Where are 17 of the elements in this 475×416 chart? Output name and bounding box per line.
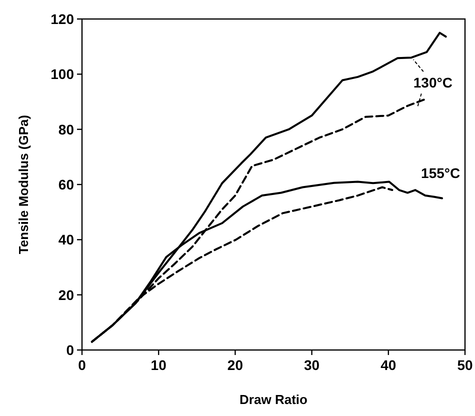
y-axis-title: Tensile Modulus (GPa)	[16, 114, 31, 254]
y-tick-label: 60	[58, 176, 74, 192]
x-tick-label: 30	[304, 357, 320, 373]
y-tick-label: 40	[58, 232, 74, 248]
x-axis-title: Draw Ratio	[240, 392, 308, 407]
x-tick-label: 10	[150, 357, 167, 373]
y-tick-label: 20	[58, 286, 74, 303]
x-tick-label: 50	[457, 357, 473, 373]
x-tick-label: 40	[380, 357, 396, 373]
annotation: 130°C	[413, 74, 452, 91]
annotation: 155°C	[421, 165, 460, 182]
y-tick-label: 120	[50, 11, 74, 27]
x-tick-label: 20	[227, 357, 244, 373]
y-tick-label: 0	[66, 342, 74, 358]
y-tick-label: 100	[50, 66, 74, 82]
y-tick-label: 80	[58, 121, 74, 138]
x-tick-label: 0	[78, 357, 86, 373]
